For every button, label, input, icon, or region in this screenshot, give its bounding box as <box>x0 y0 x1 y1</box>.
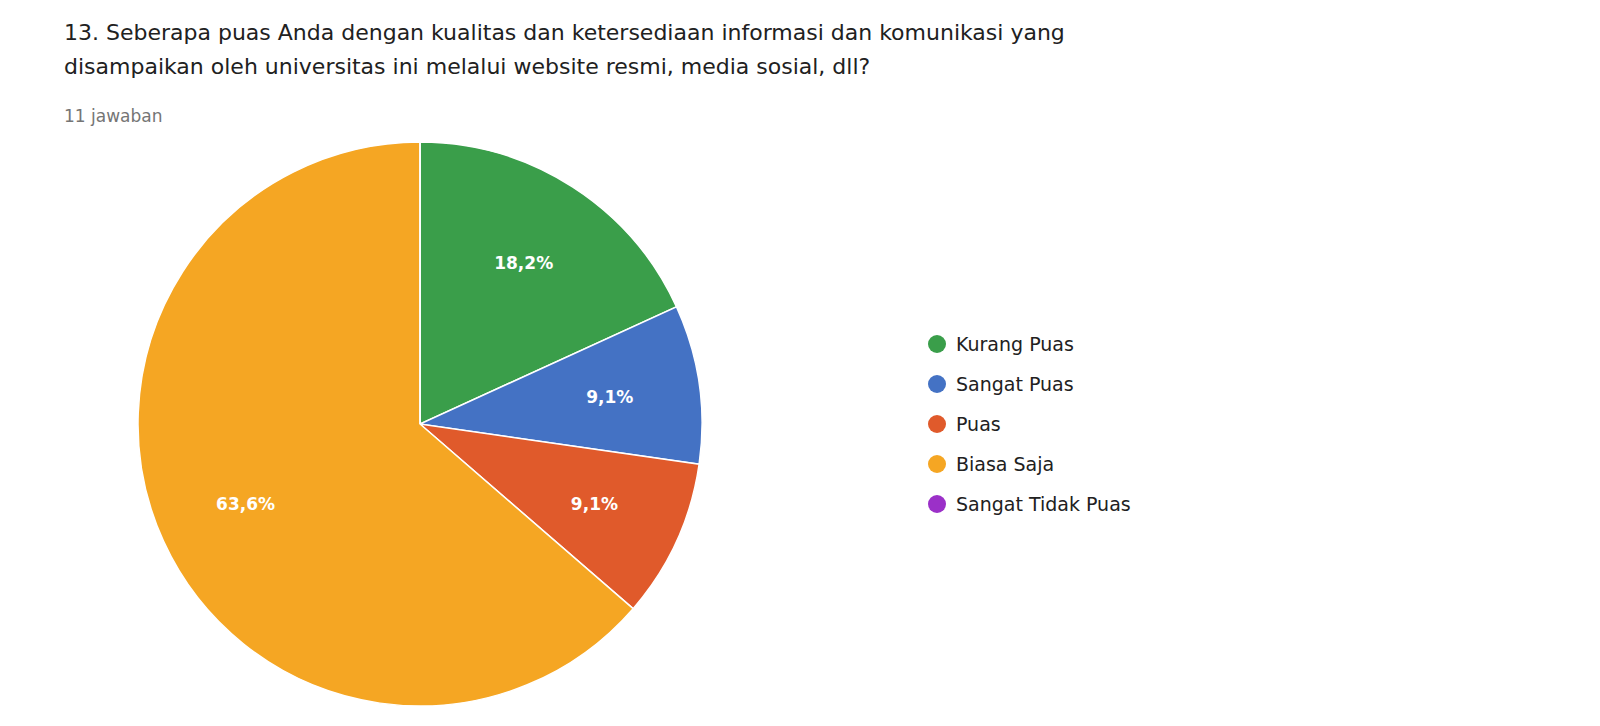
legend-swatch <box>928 495 946 513</box>
legend-item: Biasa Saja <box>928 453 1054 475</box>
legend-label: Biasa Saja <box>956 453 1054 475</box>
legend-item: Puas <box>928 413 1001 435</box>
pie-slice <box>138 142 633 706</box>
legend-label: Kurang Puas <box>956 333 1074 355</box>
data-labels: 18,2% 9,1% 9,1% 63,6% <box>216 253 633 514</box>
legend-swatch <box>928 375 946 393</box>
title: disampaikan oleh universitas ini melalui… <box>64 54 870 79</box>
legend-label: Sangat Puas <box>956 373 1074 395</box>
data-label: 9,1% <box>586 387 633 407</box>
legend-item: Sangat Tidak Puas <box>928 493 1131 515</box>
pie-slice <box>419 142 421 424</box>
chart-root: 13. Seberapa puas Anda dengan kualitas d… <box>0 0 1600 726</box>
data-label: 63,6% <box>216 494 275 514</box>
legend-label: Puas <box>956 413 1001 435</box>
pie <box>138 142 702 706</box>
legend: Kurang Puas Sangat Puas Puas Biasa Saja Sang… <box>928 333 1131 515</box>
subtitle: 11 jawaban <box>64 106 162 126</box>
title: 13. Seberapa puas Anda dengan kualitas d… <box>64 20 1065 45</box>
legend-label: Sangat Tidak Puas <box>956 493 1131 515</box>
legend-item: Kurang Puas <box>928 333 1074 355</box>
legend-swatch <box>928 335 946 353</box>
data-label: 18,2% <box>494 253 553 273</box>
legend-swatch <box>928 415 946 433</box>
data-label: 9,1% <box>571 494 618 514</box>
legend-item: Sangat Puas <box>928 373 1074 395</box>
legend-swatch <box>928 455 946 473</box>
